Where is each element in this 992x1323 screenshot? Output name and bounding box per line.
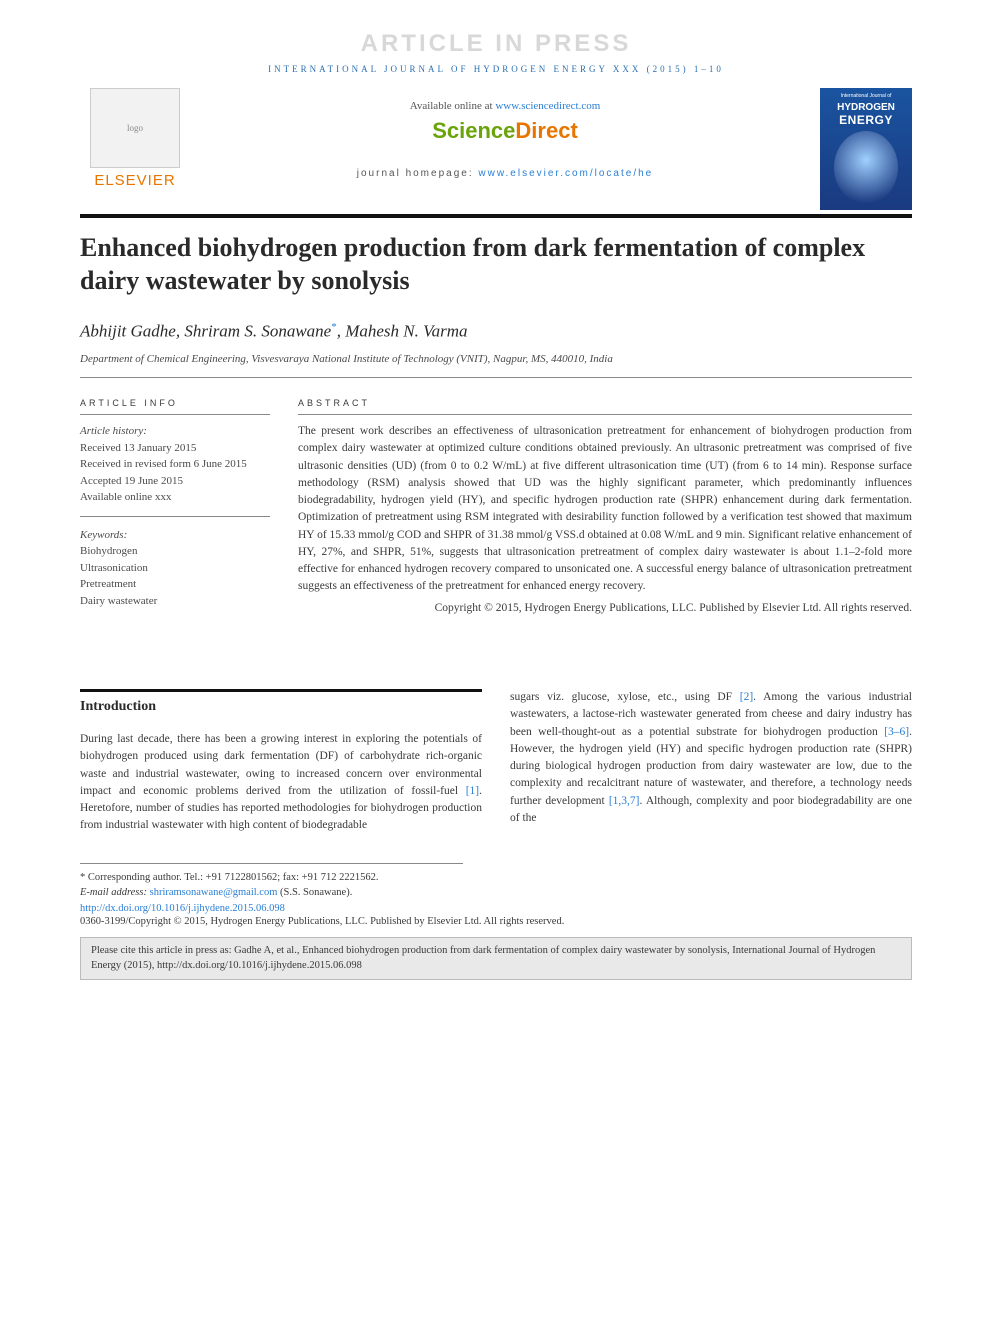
- page-container: ARTICLE IN PRESS INTERNATIONAL JOURNAL O…: [0, 0, 992, 1010]
- citation-link[interactable]: [1,3,7]: [609, 795, 640, 807]
- abstract-copyright: Copyright © 2015, Hydrogen Energy Public…: [298, 600, 912, 617]
- body-columns: Introduction During last decade, there h…: [80, 689, 912, 835]
- cover-hydrogen: HYDROGEN: [837, 102, 895, 113]
- citation-link[interactable]: [2]: [740, 691, 753, 703]
- issn-copyright-line: 0360-3199/Copyright © 2015, Hydrogen Ene…: [80, 916, 912, 927]
- sciencedirect-link[interactable]: www.sciencedirect.com: [495, 100, 600, 112]
- email-suffix: (S.S. Sonawane).: [277, 887, 352, 898]
- intro-para-2: sugars viz. glucose, xylose, etc., using…: [510, 689, 912, 827]
- body-col-left: Introduction During last decade, there h…: [80, 689, 482, 835]
- authors-line: Abhijit Gadhe, Shriram S. Sonawane*, Mah…: [80, 321, 912, 342]
- corresponding-author-note: * Corresponding author. Tel.: +91 712280…: [80, 870, 463, 886]
- avail-prefix: Available online at: [410, 100, 496, 112]
- keyword-item: Dairy wastewater: [80, 593, 270, 610]
- header-row: logo ELSEVIER Available online at www.sc…: [80, 88, 912, 218]
- intro-para-1: During last decade, there has been a gro…: [80, 731, 482, 835]
- keywords-label: Keywords:: [80, 527, 270, 544]
- cover-globe-icon: [834, 131, 898, 205]
- running-head: INTERNATIONAL JOURNAL OF HYDROGEN ENERGY…: [80, 64, 912, 74]
- doi-line: http://dx.doi.org/10.1016/j.ijhydene.201…: [80, 903, 912, 914]
- history-label: Article history:: [80, 423, 270, 440]
- authors-part2: , Mahesh N. Varma: [337, 322, 468, 341]
- email-link[interactable]: shriramsonawane@gmail.com: [150, 887, 278, 898]
- received-date: Received 13 January 2015: [80, 440, 270, 457]
- cover-energy: ENERGY: [839, 113, 893, 127]
- cover-top-line: International Journal of: [841, 94, 892, 100]
- affiliation: Department of Chemical Engineering, Visv…: [80, 352, 912, 378]
- article-info-col: ARTICLE INFO Article history: Received 1…: [80, 398, 270, 629]
- authors-part1: Abhijit Gadhe, Shriram S. Sonawane: [80, 322, 331, 341]
- footnotes-block: * Corresponding author. Tel.: +91 712280…: [80, 863, 463, 902]
- press-watermark: ARTICLE IN PRESS: [80, 30, 912, 58]
- keyword-item: Ultrasonication: [80, 560, 270, 577]
- elsevier-tree-icon: logo: [90, 88, 180, 168]
- title-block: Enhanced biohydrogen production from dar…: [80, 232, 912, 378]
- article-title: Enhanced biohydrogen production from dar…: [80, 232, 912, 297]
- body-text: During last decade, there has been a gro…: [80, 733, 482, 797]
- online-date: Available online xxx: [80, 489, 270, 506]
- sciencedirect-brand: ScienceDirect: [190, 118, 820, 144]
- center-header: Available online at www.sciencedirect.co…: [190, 88, 820, 189]
- available-online-line: Available online at www.sciencedirect.co…: [190, 100, 820, 112]
- email-line: E-mail address: shriramsonawane@gmail.co…: [80, 885, 463, 901]
- email-label: E-mail address:: [80, 887, 150, 898]
- publisher-name: ELSEVIER: [94, 172, 175, 189]
- abstract-heading: ABSTRACT: [298, 398, 912, 415]
- journal-homepage-link[interactable]: www.elsevier.com/locate/he: [478, 168, 653, 179]
- body-col-right: sugars viz. glucose, xylose, etc., using…: [510, 689, 912, 835]
- citation-link[interactable]: [3–6]: [884, 726, 909, 738]
- abstract-text: The present work describes an effectiven…: [298, 423, 912, 596]
- article-history-block: Article history: Received 13 January 201…: [80, 423, 270, 517]
- article-info-heading: ARTICLE INFO: [80, 398, 270, 415]
- body-text: sugars viz. glucose, xylose, etc., using…: [510, 691, 740, 703]
- publisher-logo-block: logo ELSEVIER: [80, 88, 190, 189]
- meta-abstract-row: ARTICLE INFO Article history: Received 1…: [80, 398, 912, 629]
- keyword-item: Pretreatment: [80, 576, 270, 593]
- cite-in-press-box: Please cite this article in press as: Ga…: [80, 937, 912, 980]
- journal-cover-thumb: International Journal of HYDROGEN ENERGY: [820, 88, 912, 210]
- abstract-col: ABSTRACT The present work describes an e…: [298, 398, 912, 629]
- introduction-heading: Introduction: [80, 689, 482, 717]
- keyword-item: Biohydrogen: [80, 543, 270, 560]
- journal-homepage-line: journal homepage: www.elsevier.com/locat…: [190, 168, 820, 179]
- revised-date: Received in revised form 6 June 2015: [80, 456, 270, 473]
- homepage-prefix: journal homepage:: [357, 168, 479, 179]
- brand-science: Science: [432, 118, 515, 143]
- doi-link[interactable]: http://dx.doi.org/10.1016/j.ijhydene.201…: [80, 903, 285, 914]
- keywords-block: Keywords: Biohydrogen Ultrasonication Pr…: [80, 527, 270, 620]
- accepted-date: Accepted 19 June 2015: [80, 473, 270, 490]
- brand-direct: Direct: [515, 118, 577, 143]
- citation-link[interactable]: [1]: [466, 785, 479, 797]
